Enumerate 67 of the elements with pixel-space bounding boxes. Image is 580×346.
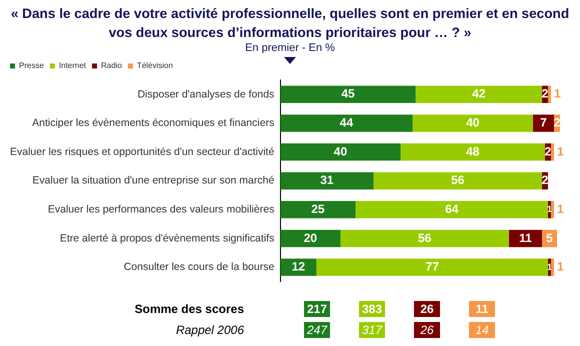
data-label: 45 bbox=[341, 86, 355, 101]
chart-subtitle: En premier - En % bbox=[244, 42, 336, 54]
data-label: 56 bbox=[418, 230, 432, 245]
y-tick-label: Anticiper les évènements économiques et financiers bbox=[32, 117, 274, 130]
data-label: 64 bbox=[445, 202, 459, 216]
y-tick-label: Evaluer la situation d'une entreprise sur son marché bbox=[32, 174, 274, 187]
text: 11 bbox=[469, 301, 495, 317]
bar bbox=[280, 201, 356, 218]
data-label: 1 bbox=[556, 144, 564, 158]
bar bbox=[280, 143, 401, 161]
bar bbox=[412, 114, 533, 132]
text: 317 bbox=[359, 322, 385, 338]
data-label: 2 bbox=[542, 86, 549, 101]
legend-label: Presse bbox=[19, 61, 44, 70]
y-tick-label: Etre alerté à propos d'évènements significatifs bbox=[60, 232, 274, 244]
y-tick-label: Disposer d'analyses de fonds bbox=[137, 88, 274, 100]
text: 26 bbox=[414, 301, 440, 317]
bar bbox=[280, 258, 316, 276]
data-label: 42 bbox=[472, 86, 486, 101]
bar bbox=[280, 86, 416, 104]
chart-title: « Dans le cadre de votre activité professionnelle, quelles sont en premier et en second vos deux sources d’informations prioritaires pour … ? » bbox=[10, 5, 570, 42]
data-label: 31 bbox=[320, 173, 334, 188]
data-label: 7 bbox=[540, 116, 548, 130]
data-label: 56 bbox=[451, 173, 465, 188]
bar bbox=[550, 143, 554, 161]
data-label: 77 bbox=[426, 260, 440, 274]
data-label: 2 bbox=[554, 116, 561, 130]
data-label: 2 bbox=[542, 173, 549, 188]
bar bbox=[550, 201, 554, 218]
bar bbox=[280, 172, 374, 190]
bar bbox=[550, 258, 554, 276]
data-label: 12 bbox=[292, 260, 306, 274]
data-label: 20 bbox=[304, 230, 318, 245]
data-label: 5 bbox=[546, 230, 554, 245]
bar bbox=[356, 201, 548, 218]
data-label: 40 bbox=[334, 144, 348, 158]
bar bbox=[280, 230, 340, 248]
data-label: 2 bbox=[544, 144, 552, 158]
text: 26 bbox=[414, 322, 440, 338]
text: 217 bbox=[304, 301, 330, 317]
bar bbox=[532, 114, 554, 132]
y-tick-label: Evaluer les risques et opportunités d'un secteur d'activité bbox=[10, 146, 274, 158]
data-label: 44 bbox=[340, 116, 354, 130]
bar bbox=[416, 86, 542, 104]
y-tick-label: Consulter les cours de la bourse bbox=[124, 261, 274, 274]
bar bbox=[316, 258, 548, 276]
data-label: 11 bbox=[519, 230, 532, 245]
text: 14 bbox=[469, 322, 495, 338]
bar bbox=[548, 86, 551, 104]
data-label: 48 bbox=[466, 144, 480, 158]
bar bbox=[374, 172, 542, 190]
legend-label: Internet bbox=[58, 61, 87, 70]
y-tick-label: Evaluer les performances des valeurs mobilières bbox=[48, 204, 274, 216]
bar bbox=[340, 230, 509, 248]
legend-label: Radio bbox=[101, 61, 122, 70]
data-label: 1 bbox=[556, 202, 564, 216]
data-label: 1 bbox=[554, 86, 561, 101]
text: Somme des scores bbox=[134, 301, 244, 318]
data-label: 25 bbox=[311, 202, 325, 216]
text: 383 bbox=[359, 301, 385, 317]
data-label: 1 bbox=[556, 260, 564, 274]
bar bbox=[280, 114, 413, 132]
text: Rappel 2006 bbox=[176, 322, 244, 339]
data-label: 40 bbox=[466, 116, 480, 130]
text: 247 bbox=[304, 322, 330, 338]
bar bbox=[400, 143, 545, 161]
legend-label: Télévision bbox=[136, 61, 173, 70]
